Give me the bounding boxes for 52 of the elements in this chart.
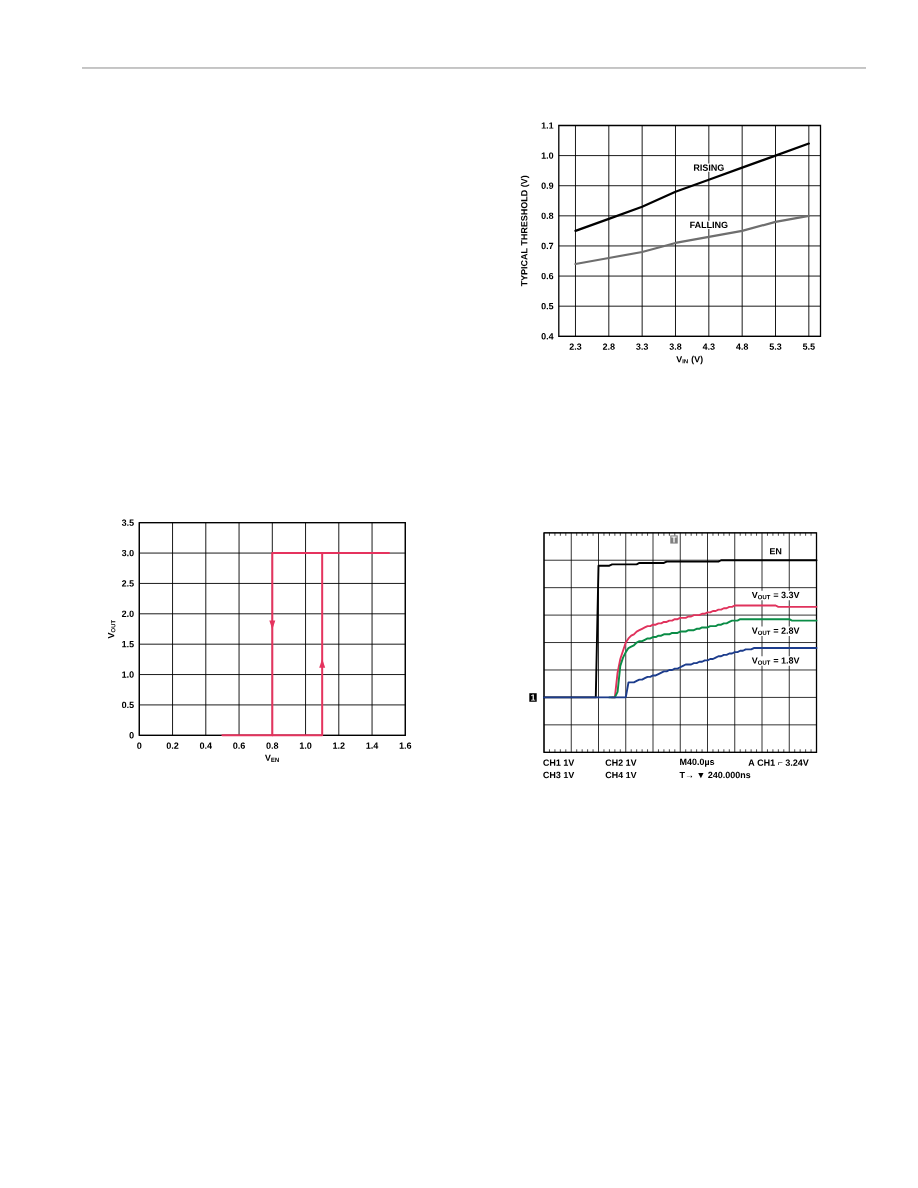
- text: CH3 1V: [543, 771, 575, 779]
- series-label: V$_{OUT}$ = 1.8V: [751, 657, 800, 665]
- series-label: EN: [770, 548, 782, 555]
- y-axis-title: V$_{OUT}$: [108, 620, 116, 639]
- y-tick-label: 0.9: [541, 182, 554, 189]
- x-tick-label: 0.2: [166, 742, 179, 749]
- x-tick-label: 0.4: [199, 742, 212, 749]
- series-label: RISING: [693, 164, 724, 171]
- x-tick-label: 1.4: [366, 742, 379, 749]
- x-tick-label: 1.2: [333, 742, 345, 749]
- y-tick-label: 0.6: [541, 272, 554, 280]
- x-tick-label: 4.3: [702, 343, 715, 350]
- text: 1: [531, 694, 536, 701]
- x-tick-label: 3.3: [636, 343, 649, 350]
- text: CH4 1V: [605, 771, 637, 779]
- x-tick-label: 0.6: [233, 742, 245, 749]
- text: CH2 1V: [605, 759, 637, 766]
- series-label: V$_{OUT}$ = 2.8V: [751, 627, 800, 635]
- x-tick-label: 0.8: [266, 742, 279, 749]
- y-tick-label: 0.4: [541, 333, 554, 340]
- x-tick-label: 1.6: [399, 742, 412, 749]
- text: A CH1 ⌐ 3.24V: [748, 759, 809, 766]
- x-tick-label: 4.8: [736, 343, 749, 350]
- x-axis-title: V$_{IN}$ (V): [676, 355, 703, 365]
- y-tick-label: 0: [129, 732, 134, 739]
- x-tick-label: 3.8: [669, 343, 682, 350]
- x-axis-title: V$_{EN}$: [264, 754, 279, 762]
- x-tick-label: 0: [137, 742, 142, 749]
- x-tick-label: 2.8: [602, 343, 615, 350]
- y-tick-label: 0.5: [122, 701, 134, 709]
- x-tick-label: 5.5: [802, 343, 815, 350]
- y-tick-label: 1.5: [122, 641, 134, 648]
- y-tick-label: 3.5: [121, 519, 134, 526]
- series-label: V$_{OUT}$ = 3.3V: [751, 591, 800, 600]
- y-tick-label: 2.0: [121, 610, 134, 617]
- x-tick-label: 2.3: [569, 343, 582, 350]
- x-tick-label: 1.0: [299, 742, 312, 749]
- text: T: [671, 536, 677, 543]
- text: T→ ▼ 240.000ns: [679, 771, 751, 779]
- y-tick-label: 0.8: [541, 212, 554, 220]
- y-tick-label: 0.5: [541, 303, 554, 310]
- x-tick-label: 5.3: [769, 343, 782, 350]
- y-tick-label: 1.0: [541, 152, 554, 159]
- y-tick-label: 3.0: [121, 549, 134, 557]
- y-tick-label: 0.7: [541, 242, 554, 250]
- y-tick-label: 1.1: [541, 122, 554, 129]
- text: CH1 1V: [543, 759, 575, 766]
- series-label: FALLING: [690, 221, 728, 229]
- y-tick-label: 2.5: [121, 580, 134, 587]
- text: M40.0µs: [680, 758, 715, 767]
- y-tick-label: 1.0: [122, 671, 134, 678]
- y-axis-title: TYPICAL THRESHOLD (V): [520, 175, 530, 287]
